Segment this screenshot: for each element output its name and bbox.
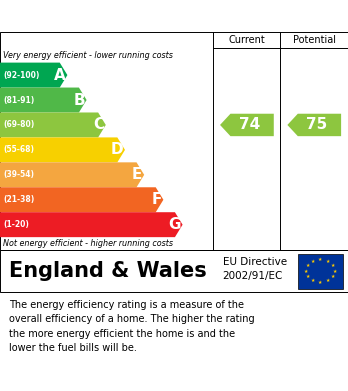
- Text: ★: ★: [303, 269, 308, 274]
- Text: Potential: Potential: [293, 35, 336, 45]
- Text: ★: ★: [318, 257, 322, 262]
- Text: ★: ★: [306, 263, 310, 268]
- Text: ★: ★: [331, 274, 335, 279]
- Text: Very energy efficient - lower running costs: Very energy efficient - lower running co…: [3, 50, 173, 59]
- Text: G: G: [168, 217, 181, 232]
- Text: 74: 74: [239, 117, 260, 133]
- Text: ★: ★: [331, 263, 335, 268]
- Text: ★: ★: [311, 259, 315, 264]
- Text: The energy efficiency rating is a measure of the
overall efficiency of a home. T: The energy efficiency rating is a measur…: [9, 300, 254, 353]
- Text: ★: ★: [325, 259, 330, 264]
- Text: ★: ★: [318, 280, 322, 285]
- Polygon shape: [287, 114, 341, 136]
- Polygon shape: [0, 187, 163, 212]
- Polygon shape: [0, 63, 68, 88]
- Text: (92-100): (92-100): [3, 70, 40, 80]
- Polygon shape: [0, 113, 106, 137]
- Text: (39-54): (39-54): [3, 170, 34, 179]
- Polygon shape: [0, 88, 87, 113]
- Text: A: A: [54, 68, 66, 83]
- Text: EU Directive
2002/91/EC: EU Directive 2002/91/EC: [223, 257, 287, 281]
- Bar: [298, 254, 343, 289]
- Text: ★: ★: [325, 278, 330, 283]
- Text: F: F: [151, 192, 161, 207]
- Text: 75: 75: [306, 117, 327, 133]
- Text: ★: ★: [311, 278, 315, 283]
- Text: (55-68): (55-68): [3, 145, 34, 154]
- Text: ★: ★: [332, 269, 337, 274]
- Text: Current: Current: [229, 35, 265, 45]
- Text: Not energy efficient - higher running costs: Not energy efficient - higher running co…: [3, 239, 174, 248]
- Polygon shape: [0, 212, 183, 237]
- Text: (21-38): (21-38): [3, 195, 35, 204]
- Polygon shape: [0, 137, 125, 162]
- Text: B: B: [73, 93, 85, 108]
- Polygon shape: [0, 162, 144, 187]
- Text: (69-80): (69-80): [3, 120, 35, 129]
- Text: ★: ★: [306, 274, 310, 279]
- Text: (1-20): (1-20): [3, 220, 29, 229]
- Text: C: C: [93, 117, 104, 133]
- Text: D: D: [111, 142, 123, 158]
- Text: England & Wales: England & Wales: [9, 261, 206, 281]
- Text: E: E: [132, 167, 142, 182]
- Polygon shape: [220, 114, 274, 136]
- Text: (81-91): (81-91): [3, 95, 35, 104]
- Text: Energy Efficiency Rating: Energy Efficiency Rating: [9, 7, 238, 25]
